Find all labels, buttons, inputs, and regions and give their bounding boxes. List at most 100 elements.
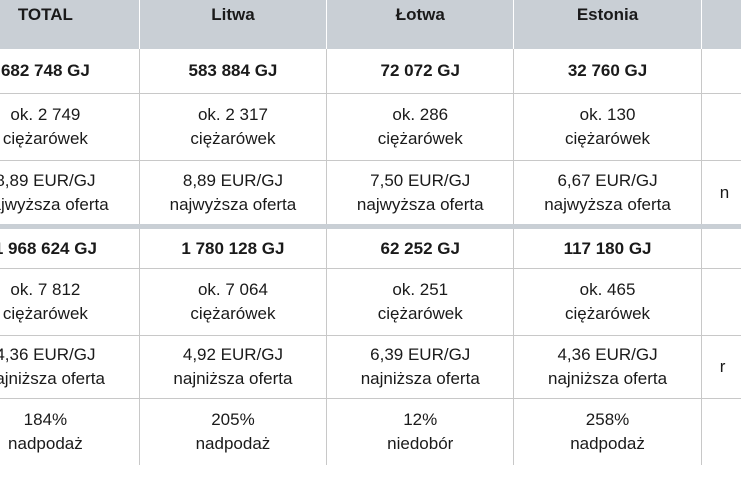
- cell-value: ok. 286: [392, 105, 449, 124]
- table-cell: ok. 7 812 ciężarówek: [0, 268, 140, 336]
- header-litwa: Litwa: [139, 0, 328, 34]
- cell-caption: ciężarówek: [377, 129, 463, 148]
- table-cell: n: [701, 160, 741, 227]
- header-spacer: [0, 34, 741, 49]
- table-header: TOTAL Litwa Łotwa Estonia: [0, 0, 741, 49]
- cell-caption: ciężarówek: [565, 304, 651, 323]
- cell-caption: r: [719, 357, 726, 376]
- cell-value: 8,89 EUR/GJ: [0, 170, 96, 190]
- cell-value: 8,89 EUR/GJ: [182, 170, 284, 190]
- table-cell: ok. 465 ciężarówek: [513, 268, 702, 336]
- cell-value: 117 180 GJ: [563, 238, 652, 258]
- cell-value: 62 252 GJ: [380, 238, 460, 258]
- cell-value: ok. 465: [579, 280, 636, 299]
- table-cell: [701, 268, 741, 336]
- cell-value: ok. 2 317: [197, 105, 268, 124]
- header-estonia: Estonia: [513, 0, 702, 34]
- table-cell: 258% nadpodaż: [513, 398, 702, 465]
- table-cell: ok. 2 317 ciężarówek: [139, 93, 328, 161]
- table-row-supply-trucks: ok. 2 749 ciężarówek ok. 2 317 ciężarówek …: [0, 93, 741, 161]
- table-cell: [701, 49, 741, 94]
- table-cell: 6,67 EUR/GJ najwyższa oferta: [513, 160, 702, 227]
- cell-value: 682 748 GJ: [0, 61, 90, 80]
- cell-value: 6,39 EUR/GJ: [370, 345, 471, 364]
- table-row-demand-volume: 1 968 624 GJ 1 780 128 GJ 62 252 GJ 117 …: [0, 224, 741, 269]
- table-cell: 6,39 EUR/GJ najniższa oferta: [326, 335, 515, 399]
- cell-caption: najniższa oferta: [173, 369, 293, 388]
- cell-value: 7,50 EUR/GJ: [370, 170, 471, 190]
- cell-caption: ciężarówek: [565, 129, 651, 148]
- table-cell: ok. 130 ciężarówek: [513, 93, 702, 161]
- cell-value: 6,67 EUR/GJ: [557, 170, 658, 190]
- header-cut-off: [701, 0, 741, 34]
- table-row-supply-volume: 682 748 GJ 583 884 GJ 72 072 GJ 32 760 G…: [0, 49, 741, 94]
- cell-value: ok. 7 064: [197, 280, 268, 299]
- cell-caption: niedobór: [387, 434, 454, 453]
- table-cell: 4,92 EUR/GJ najniższa oferta: [139, 335, 328, 399]
- table-cell: r: [701, 335, 741, 399]
- table-cell: 4,36 EUR/GJ najniższa oferta: [0, 335, 140, 399]
- cell-value: 184%: [23, 410, 68, 429]
- cell-caption: ciężarówek: [190, 129, 276, 148]
- cell-value: 4,36 EUR/GJ: [0, 345, 96, 364]
- cell-caption: najwyższa oferta: [356, 194, 484, 214]
- header-row: TOTAL Litwa Łotwa Estonia: [0, 0, 741, 34]
- table-cell: [701, 93, 741, 161]
- cell-value: ok. 2 749: [10, 105, 81, 124]
- table-cell: 8,89 EUR/GJ najwyższa oferta: [0, 160, 140, 227]
- cell-caption: najwyższa oferta: [169, 194, 297, 214]
- table-row-demand-trucks: ok. 7 812 ciężarówek ok. 7 064 ciężarówek …: [0, 268, 741, 336]
- cell-caption: ciężarówek: [377, 304, 463, 323]
- cell-caption: najwyższa oferta: [0, 194, 109, 214]
- cell-value: 258%: [585, 410, 630, 429]
- table-cell: 72 072 GJ: [326, 49, 515, 94]
- cell-value: 12%: [403, 410, 438, 429]
- table-cell: ok. 2 749 ciężarówek: [0, 93, 140, 161]
- cell-value: 4,36 EUR/GJ: [557, 345, 658, 364]
- table-row-balance: 184% nadpodaż 205% nadpodaż 12% niedobór 25…: [0, 398, 741, 466]
- table-cell: [701, 224, 741, 269]
- table-cell: 205% nadpodaż: [139, 398, 328, 465]
- table-cell: ok. 7 064 ciężarówek: [139, 268, 328, 336]
- cell-value: 205%: [211, 410, 255, 429]
- table-cell: 7,50 EUR/GJ najwyższa oferta: [326, 160, 515, 227]
- cell-caption: n: [719, 182, 730, 202]
- comparison-table: TOTAL Litwa Łotwa Estonia 682 748 GJ 583…: [0, 0, 741, 465]
- cell-value: 1 968 624 GJ: [0, 238, 97, 258]
- table-cell: 1 968 624 GJ: [0, 224, 140, 269]
- cell-value: 583 884 GJ: [188, 61, 278, 80]
- header-lotwa: Łotwa: [326, 0, 515, 34]
- cell-caption: nadpodaż: [570, 434, 645, 453]
- table-cell: 32 760 GJ: [513, 49, 702, 94]
- table-cell: ok. 251 ciężarówek: [326, 268, 515, 336]
- table-cell: 8,89 EUR/GJ najwyższa oferta: [139, 160, 328, 227]
- cell-value: ok. 251: [392, 280, 449, 299]
- table-cell: 184% nadpodaż: [0, 398, 140, 465]
- cell-value: 32 760 GJ: [567, 61, 648, 80]
- table-cell: 1 780 128 GJ: [139, 224, 328, 269]
- cell-caption: ciężarówek: [2, 304, 88, 323]
- cell-value: ok. 130: [579, 105, 636, 124]
- table-cell: 583 884 GJ: [139, 49, 328, 94]
- table-row-supply-price: 8,89 EUR/GJ najwyższa oferta 8,89 EUR/GJ n…: [0, 160, 741, 227]
- cell-value: 72 072 GJ: [380, 61, 460, 80]
- cell-caption: nadpodaż: [195, 434, 271, 453]
- table-cell: 12% niedobór: [326, 398, 515, 465]
- header-total: TOTAL: [0, 0, 140, 34]
- cell-caption: ciężarówek: [190, 304, 276, 323]
- cell-value: ok. 7 812: [10, 280, 81, 299]
- cell-caption: ciężarówek: [2, 129, 88, 148]
- table-row-demand-price: 4,36 EUR/GJ najniższa oferta 4,92 EUR/GJ n…: [0, 335, 741, 399]
- cell-value: 4,92 EUR/GJ: [182, 345, 284, 364]
- table-cell: 117 180 GJ: [513, 224, 702, 269]
- table-cell: 682 748 GJ: [0, 49, 140, 94]
- cell-caption: najniższa oferta: [360, 369, 480, 388]
- table-body: 682 748 GJ 583 884 GJ 72 072 GJ 32 760 G…: [0, 49, 741, 465]
- cell-caption: najwyższa oferta: [544, 194, 671, 214]
- table-cell: 4,36 EUR/GJ najniższa oferta: [513, 335, 702, 399]
- cell-value: 1 780 128 GJ: [181, 238, 285, 258]
- table-cell: [701, 399, 741, 466]
- table-cell: 62 252 GJ: [326, 224, 515, 269]
- table-cell: ok. 286 ciężarówek: [326, 93, 515, 161]
